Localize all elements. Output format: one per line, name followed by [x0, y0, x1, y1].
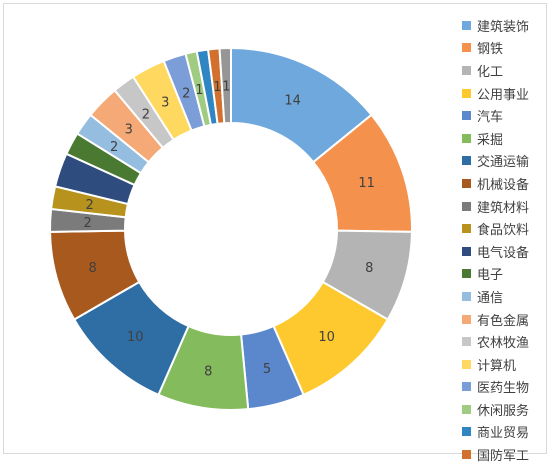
legend-swatch [462, 337, 471, 347]
legend-swatch [462, 450, 471, 460]
slice-value-label: 2 [86, 198, 94, 213]
legend-swatch [462, 88, 471, 98]
legend-label: 建筑装饰 [477, 19, 530, 35]
legend-item: 电气设备 [462, 240, 550, 263]
legend-swatch [462, 314, 471, 324]
legend-item: 通信 [462, 285, 550, 308]
legend-item: 有色金属 [462, 308, 550, 331]
legend-swatch [462, 224, 471, 234]
slice-value-label: 3 [161, 95, 169, 110]
legend-item: 钢铁 [462, 37, 550, 60]
legend-label: 电气设备 [477, 245, 530, 261]
legend-item: 化工 [462, 59, 550, 82]
legend-swatch [462, 65, 471, 75]
legend-item: 采掘 [462, 127, 550, 150]
legend-swatch [462, 269, 471, 279]
slice-value-label: 2 [182, 87, 190, 102]
legend-item: 农林牧渔 [462, 330, 550, 353]
legend-label: 钢铁 [477, 42, 504, 58]
legend-item: 计算机 [462, 353, 550, 376]
legend-label: 机械设备 [477, 177, 530, 193]
legend-item: 公用事业 [462, 82, 550, 105]
legend-swatch [462, 201, 471, 211]
legend-label: 食品饮料 [477, 223, 530, 239]
slice-value-label: 1 [195, 83, 203, 98]
legend-item: 交通运输 [462, 150, 550, 173]
slice-value-label: 8 [365, 261, 373, 276]
legend-label: 建筑材料 [477, 200, 530, 216]
donut-slice [218, 46, 232, 125]
legend-label: 公用事业 [477, 87, 530, 103]
legend-item: 休闲服务 [462, 398, 550, 421]
legend-label: 化工 [477, 64, 504, 80]
legend-item: 国防军工 [462, 443, 550, 466]
slice-value-label: 2 [110, 140, 118, 155]
slice-value-label: 3 [125, 122, 133, 137]
slice-value-label: 14 [284, 93, 301, 108]
legend-swatch [462, 111, 471, 121]
slice-value-label: 1 [222, 80, 230, 95]
slice-value-label: 2 [84, 216, 92, 231]
legend-item: 食品饮料 [462, 217, 550, 240]
legend-item: 汽车 [462, 104, 550, 127]
legend-item: 机械设备 [462, 172, 550, 195]
legend-item: 商业贸易 [462, 421, 550, 444]
legend-item: 建筑装饰 [462, 14, 550, 37]
slice-value-label: 10 [127, 330, 144, 345]
legend-swatch [462, 359, 471, 369]
chart-legend: 建筑装饰钢铁化工公用事业汽车采掘交通运输机械设备建筑材料食品饮料电气设备电子通信… [462, 14, 550, 466]
legend-swatch [462, 133, 471, 143]
legend-label: 休闲服务 [477, 403, 530, 419]
legend-swatch [462, 43, 471, 53]
legend-label: 电子 [477, 268, 504, 284]
legend-label: 医药生物 [477, 381, 530, 397]
legend-item: 医药生物 [462, 376, 550, 399]
legend-swatch [462, 427, 471, 437]
slice-value-label: 8 [204, 365, 212, 380]
legend-label: 采掘 [477, 132, 504, 148]
slice-value-label: 10 [318, 330, 335, 345]
legend-label: 汽车 [477, 110, 504, 126]
legend-swatch [462, 291, 471, 301]
legend-label: 商业贸易 [477, 426, 530, 442]
legend-label: 农林牧渔 [477, 336, 530, 352]
legend-swatch [462, 156, 471, 166]
legend-label: 交通运输 [477, 155, 530, 171]
slice-value-label: 2 [142, 107, 150, 122]
legend-label: 国防军工 [477, 449, 530, 465]
slice-value-label: 11 [358, 176, 375, 191]
legend-swatch [462, 20, 471, 30]
slice-value-label: 8 [89, 261, 97, 276]
legend-label: 通信 [477, 290, 504, 306]
legend-swatch [462, 178, 471, 188]
legend-label: 计算机 [477, 358, 517, 374]
legend-swatch [462, 404, 471, 414]
slice-value-label: 1 [213, 80, 221, 95]
legend-swatch [462, 382, 471, 392]
slice-value-label: 5 [263, 362, 271, 377]
chart-frame: 14 11 8 10 5 8 10 8 2 2 2 3 2 3 2 1 1 1 建筑装饰 钢铁 化工 公用事业 汽车 采掘交… [3, 3, 547, 464]
legend-item: 建筑材料 [462, 195, 550, 218]
legend-label: 有色金属 [477, 313, 530, 329]
legend-swatch [462, 246, 471, 256]
legend-item: 电子 [462, 263, 550, 286]
